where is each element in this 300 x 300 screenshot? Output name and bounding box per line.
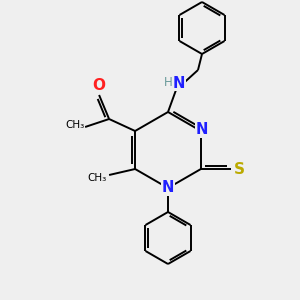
Text: H: H: [164, 76, 172, 89]
Text: O: O: [93, 77, 106, 92]
Text: CH₃: CH₃: [88, 173, 107, 183]
Text: N: N: [196, 122, 208, 137]
Text: N: N: [173, 76, 185, 91]
Text: CH₃: CH₃: [65, 120, 85, 130]
Text: N: N: [162, 181, 174, 196]
Text: S: S: [233, 161, 244, 176]
